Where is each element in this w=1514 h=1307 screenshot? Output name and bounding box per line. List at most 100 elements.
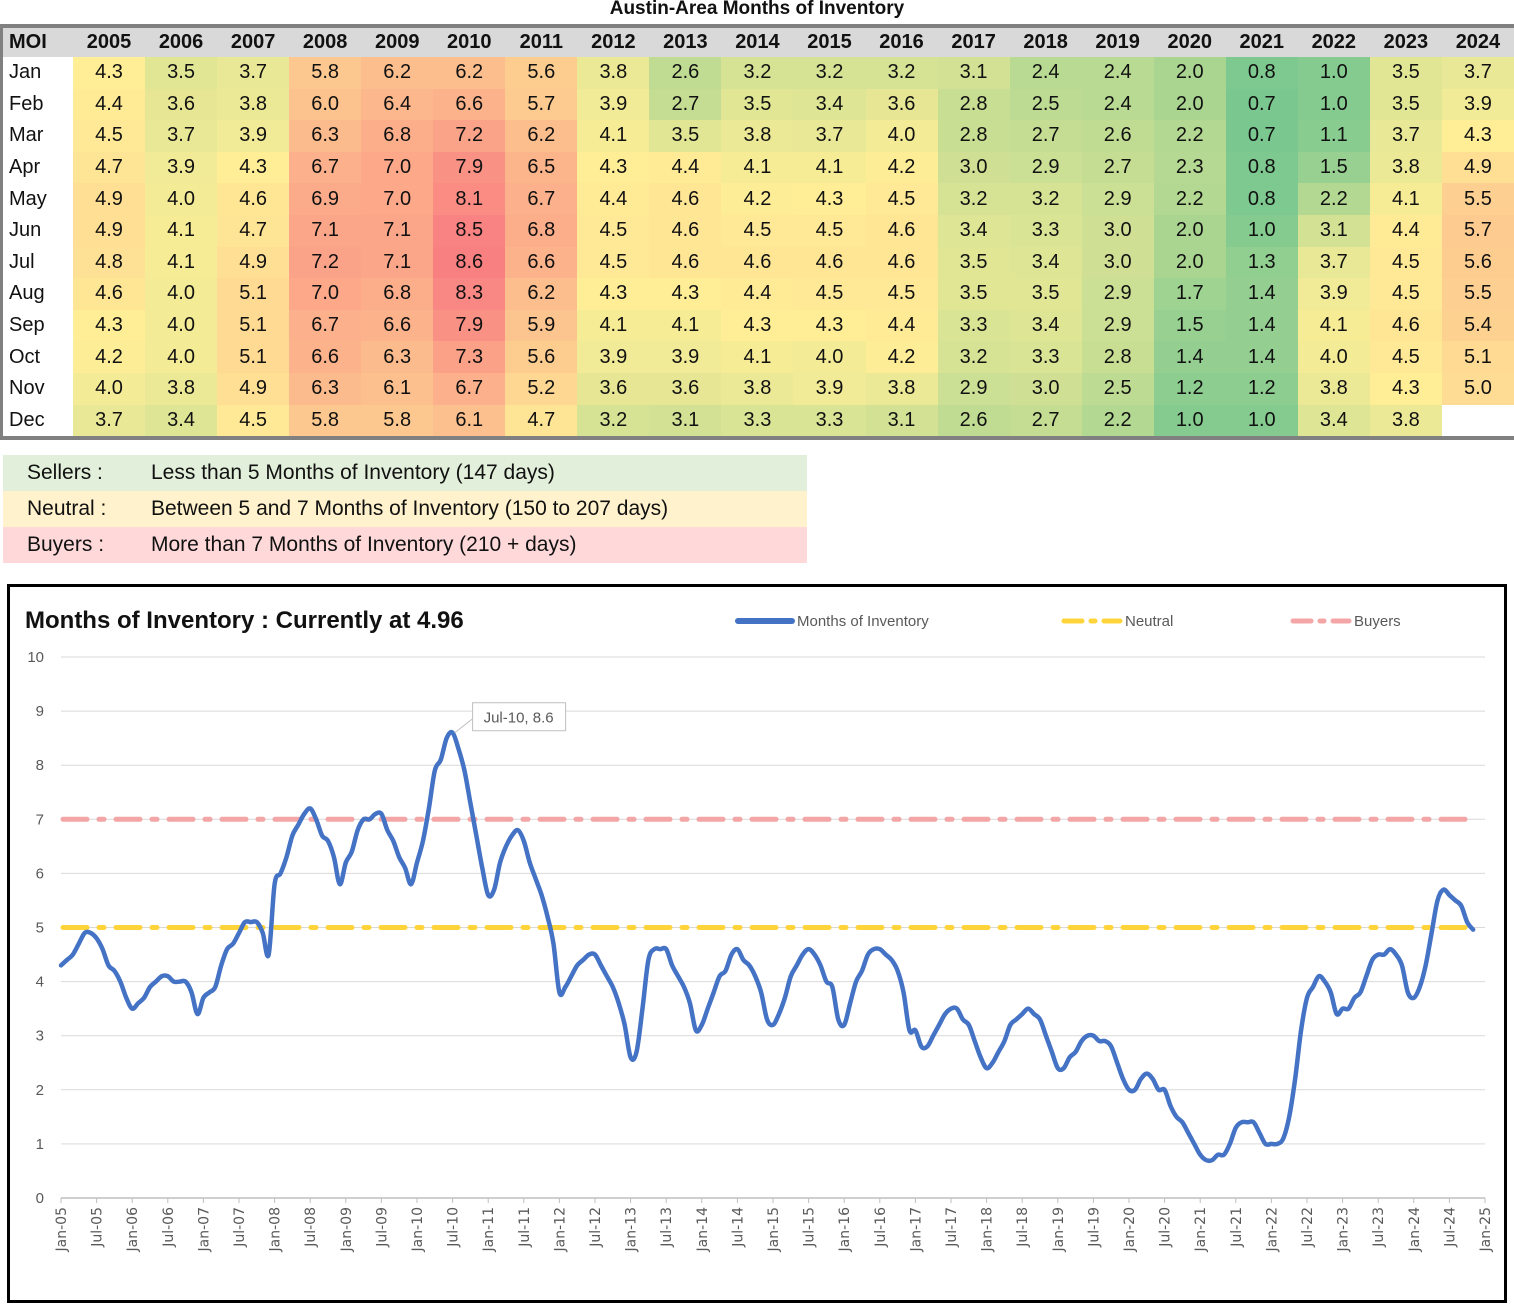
moi-cell: 3.7 xyxy=(1369,120,1442,152)
x-tick-label: Jul-07 xyxy=(232,1207,248,1248)
moi-heatmap-table: MOI 2005 2006 2007 2008 2009 2010 2011 2012 2013… xyxy=(0,24,1514,441)
moi-cell: 4.3 xyxy=(73,57,146,89)
moi-cell: 4.5 xyxy=(1369,278,1442,310)
moi-cell: 1.0 xyxy=(1225,404,1298,439)
moi-cell: 3.1 xyxy=(1297,214,1370,247)
moi-cell: 4.5 xyxy=(577,246,650,279)
year-header: 2021 xyxy=(1225,26,1298,57)
moi-cell: 6.9 xyxy=(289,183,362,215)
y-tick-label: 1 xyxy=(36,1136,44,1153)
moi-cell: 2.6 xyxy=(1081,120,1154,152)
moi-cell: 2.8 xyxy=(937,120,1010,152)
moi-cell: 4.9 xyxy=(1441,151,1514,184)
year-header: 2022 xyxy=(1297,26,1370,57)
moi-cell: 5.6 xyxy=(505,341,578,373)
x-tick-label: Jan-08 xyxy=(268,1207,284,1252)
moi-cell: 3.6 xyxy=(577,372,650,405)
moi-cell: 4.5 xyxy=(865,183,938,215)
table-header-row: MOI 2005 2006 2007 2008 2009 2010 2011 2012 2013… xyxy=(1,26,1514,57)
moi-cell: 3.5 xyxy=(145,57,218,89)
moi-cell: 5.9 xyxy=(505,309,578,342)
corner-header: MOI xyxy=(1,26,73,57)
moi-cell: 7.1 xyxy=(361,214,434,247)
moi-cell: 4.0 xyxy=(145,309,218,342)
moi-cell xyxy=(1441,404,1514,439)
chart-title: Months of Inventory : Currently at 4.96 xyxy=(25,607,464,634)
moi-cell: 2.2 xyxy=(1297,183,1370,215)
moi-cell: 3.5 xyxy=(721,88,794,121)
moi-cell: 3.3 xyxy=(793,404,866,439)
moi-cell: 4.1 xyxy=(1297,309,1370,342)
legend-label: Buyers xyxy=(1354,613,1401,630)
moi-cell: 6.6 xyxy=(433,88,506,121)
moi-cell: 2.7 xyxy=(1009,120,1082,152)
annotation-label: Jul-10, 8.6 xyxy=(484,710,554,727)
moi-cell: 4.2 xyxy=(73,341,146,373)
month-label: Sep xyxy=(1,309,73,342)
year-header: 2010 xyxy=(433,26,506,57)
moi-cell: 5.0 xyxy=(1441,372,1514,405)
moi-cell: 3.6 xyxy=(649,372,722,405)
moi-cell: 4.3 xyxy=(217,151,290,184)
moi-cell: 3.3 xyxy=(937,309,1010,342)
annotation-box xyxy=(472,702,567,732)
moi-cell: 7.0 xyxy=(289,278,362,310)
x-tick-label: Jan-13 xyxy=(624,1207,640,1252)
moi-cell: 6.8 xyxy=(505,214,578,247)
moi-cell: 3.8 xyxy=(1297,372,1370,405)
x-tick-label: Jan-16 xyxy=(837,1207,853,1253)
moi-cell: 1.4 xyxy=(1153,341,1226,373)
year-header: 2013 xyxy=(649,26,722,57)
legend-description: More than 7 Months of Inventory (210 + d… xyxy=(151,533,577,556)
moi-cell: 3.8 xyxy=(865,372,938,405)
x-tick-label: Jan-24 xyxy=(1407,1207,1423,1253)
moi-cell: 4.6 xyxy=(649,246,722,279)
moi-cell: 2.3 xyxy=(1153,151,1226,184)
moi-cell: 4.0 xyxy=(73,372,146,405)
moi-cell: 1.1 xyxy=(1297,120,1370,152)
moi-cell: 2.6 xyxy=(649,57,722,89)
moi-cell: 4.6 xyxy=(721,246,794,279)
moi-cell: 1.0 xyxy=(1297,88,1370,121)
moi-cell: 3.9 xyxy=(793,372,866,405)
moi-cell: 6.6 xyxy=(505,246,578,279)
moi-cell: 2.4 xyxy=(1081,88,1154,121)
legend-label: Buyers : xyxy=(27,533,105,556)
x-tick-label: Jan-14 xyxy=(695,1207,711,1253)
moi-cell: 5.4 xyxy=(1441,309,1514,342)
table-row: Dec 3.7 3.4 4.5 5.8 5.8 6.1 4.7 3.2 3.1 3.3 3.3 3.1 2… xyxy=(1,404,1514,439)
line-chart: Months of Inventory : Currently at 4.96 0… xyxy=(25,607,1494,1253)
moi-cell: 3.2 xyxy=(865,57,938,89)
x-tick-label: Jan-11 xyxy=(481,1207,497,1252)
moi-cell: 4.6 xyxy=(865,246,938,279)
y-tick-label: 3 xyxy=(36,1028,44,1045)
moi-cell: 2.4 xyxy=(1081,57,1154,89)
moi-cell: 0.7 xyxy=(1225,120,1298,152)
moi-cell: 6.3 xyxy=(289,372,362,405)
moi-cell: 4.3 xyxy=(577,278,650,310)
legend-label: Sellers : xyxy=(27,461,103,484)
year-header: 2024 xyxy=(1441,26,1514,57)
moi-cell: 1.0 xyxy=(1225,214,1298,247)
moi-cell: 4.1 xyxy=(577,120,650,152)
moi-cell: 4.6 xyxy=(793,246,866,279)
moi-cell: 4.9 xyxy=(217,246,290,279)
moi-cell: 1.5 xyxy=(1297,151,1370,184)
moi-cell: 3.0 xyxy=(1009,372,1082,405)
x-tick-label: Jul-10 xyxy=(446,1207,462,1248)
moi-cell: 3.1 xyxy=(865,404,938,439)
moi-cell: 1.7 xyxy=(1153,278,1226,310)
legend-row-neutral: Neutral : Between 5 and 7 Months of Inven… xyxy=(3,491,807,527)
moi-cell: 5.5 xyxy=(1441,183,1514,215)
year-header: 2019 xyxy=(1081,26,1154,57)
moi-cell: 3.6 xyxy=(145,88,218,121)
moi-cell: 7.0 xyxy=(361,183,434,215)
moi-cell: 3.9 xyxy=(649,341,722,373)
moi-cell: 1.3 xyxy=(1225,246,1298,279)
table-title: Austin-Area Months of Inventory xyxy=(609,0,905,19)
moi-cell: 2.7 xyxy=(1081,151,1154,184)
moi-cell: 4.9 xyxy=(217,372,290,405)
moi-cell: 1.2 xyxy=(1153,372,1226,405)
moi-cell: 3.0 xyxy=(1081,246,1154,279)
moi-cell: 8.1 xyxy=(433,183,506,215)
